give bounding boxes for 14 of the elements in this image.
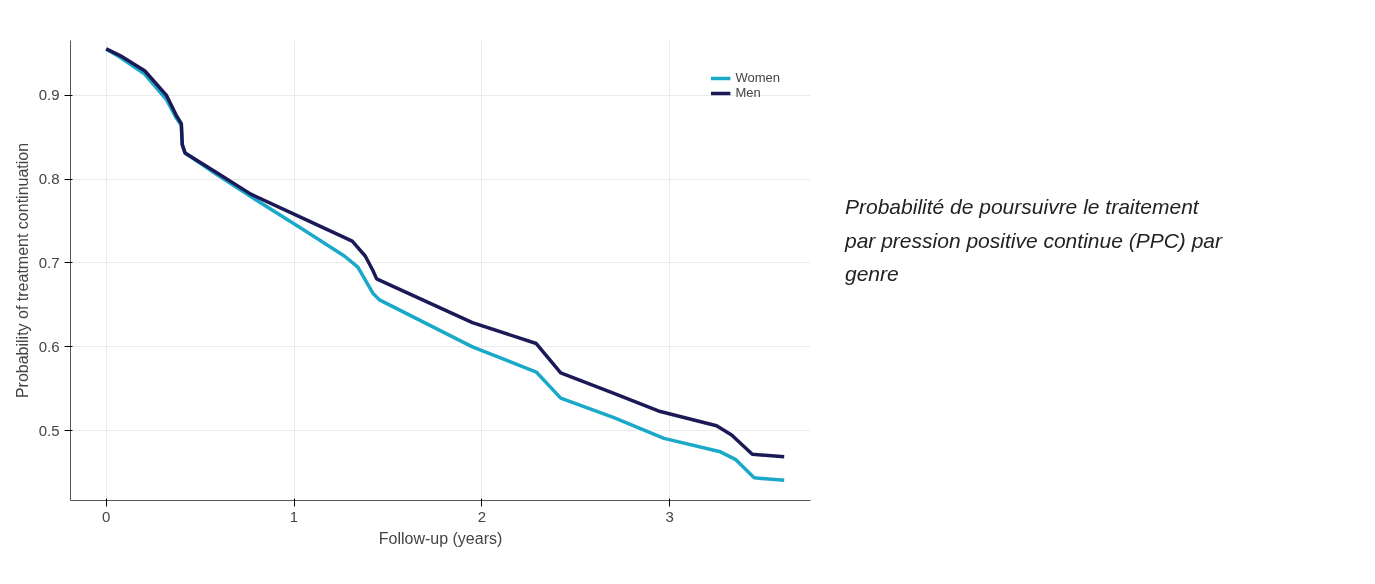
y-tick-label: 0.8 <box>38 170 60 187</box>
y-tick-label: 0.6 <box>38 337 60 355</box>
x-tick-label: 3 <box>665 507 674 525</box>
y-tick-label: 0.5 <box>38 421 60 439</box>
legend-label: Men <box>735 85 761 100</box>
x-tick-label: 2 <box>477 507 486 525</box>
y-tick-label: 0.7 <box>38 253 60 271</box>
legend-label: Women <box>735 70 780 85</box>
text: Probabilité de poursuivre le traitement par pression positive continue (PPC) par genre <box>845 194 1224 288</box>
x-tick-label: 1 <box>289 507 299 525</box>
x-tick-label: 0 <box>102 507 111 525</box>
y-axis-title: Probability of treatment continuation <box>13 142 31 399</box>
y-tick-label: 0.9 <box>38 86 60 104</box>
x-axis-title: Follow-up (years) <box>378 529 503 547</box>
